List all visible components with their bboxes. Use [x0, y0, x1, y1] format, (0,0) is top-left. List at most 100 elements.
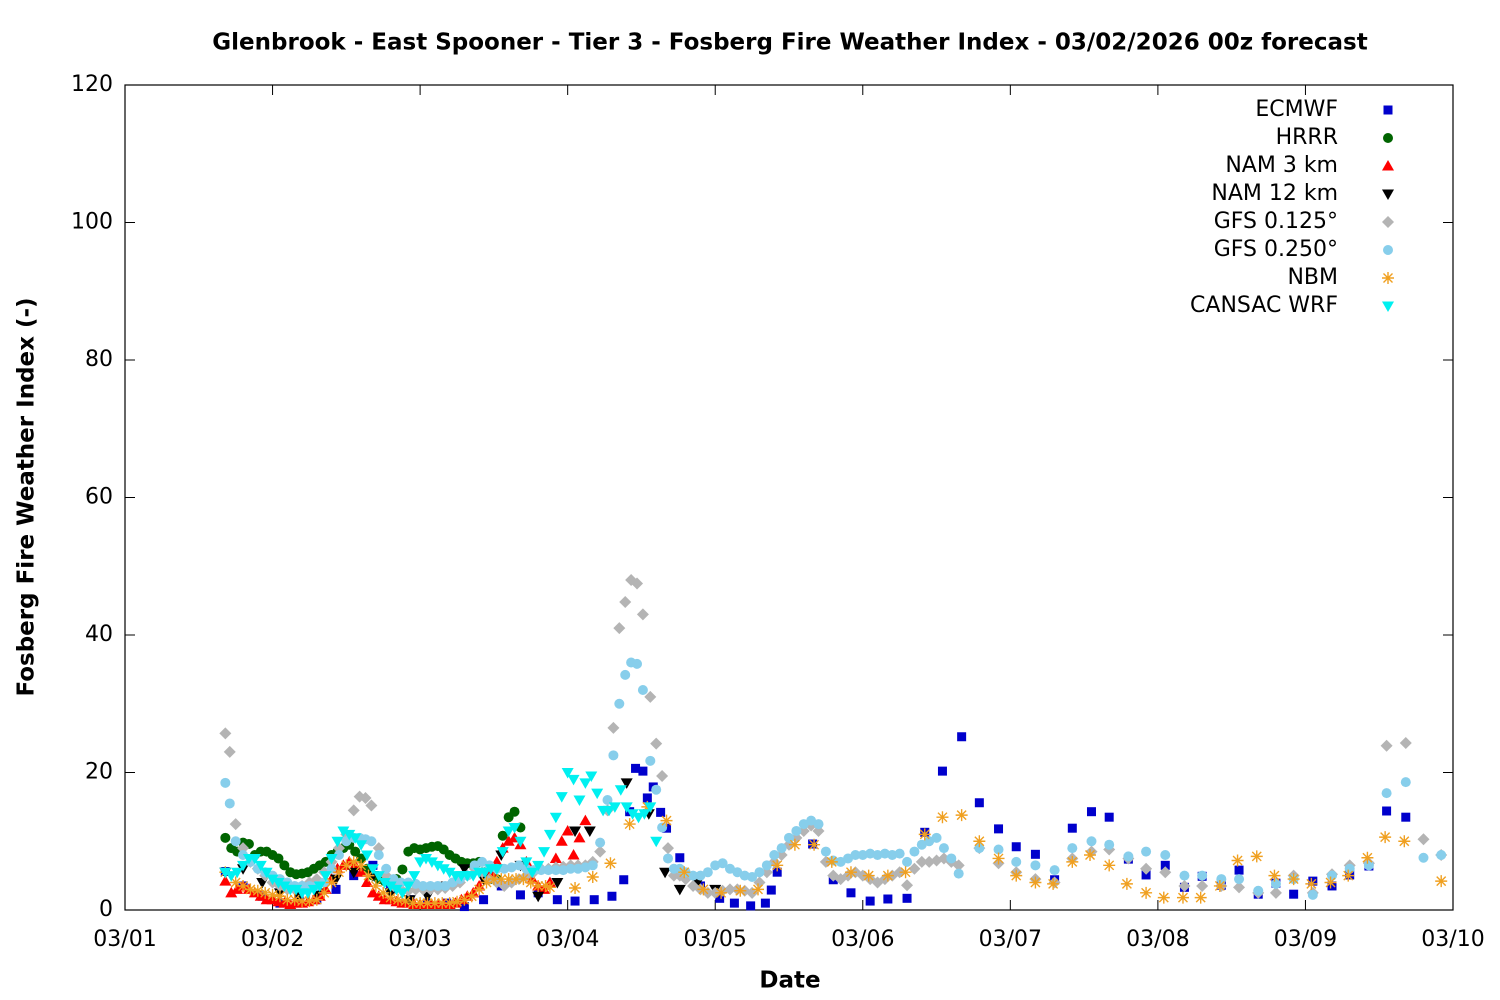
- data-point: [372, 890, 385, 901]
- data-point: [480, 876, 493, 889]
- data-point: [443, 897, 456, 910]
- data-point: [360, 850, 373, 861]
- data-point: [691, 878, 704, 889]
- data-point: [1342, 869, 1355, 882]
- data-point: [626, 809, 639, 820]
- data-point: [331, 884, 341, 894]
- data-point: [399, 895, 412, 908]
- data-point: [573, 795, 586, 806]
- data-point: [362, 869, 375, 882]
- data-point: [543, 865, 554, 876]
- x-tick-label: 03/01: [93, 927, 156, 952]
- data-point: [279, 860, 290, 871]
- data-point: [579, 778, 592, 789]
- data-point: [340, 859, 353, 872]
- data-point: [220, 777, 231, 788]
- data-point: [244, 883, 257, 896]
- x-tick-label: 03/03: [388, 927, 451, 952]
- data-point: [1104, 812, 1114, 822]
- data-point: [637, 685, 648, 695]
- data-point: [607, 891, 617, 901]
- data-point: [436, 897, 449, 910]
- data-point: [418, 880, 429, 891]
- data-point: [638, 766, 648, 776]
- y-tick-label: 40: [85, 622, 113, 647]
- legend-label: GFS 0.250°: [1214, 237, 1338, 262]
- data-point: [479, 867, 492, 879]
- data-point: [550, 865, 561, 876]
- data-point: [437, 864, 450, 875]
- data-point: [881, 869, 894, 882]
- data-point: [1400, 777, 1411, 788]
- data-point: [231, 867, 244, 879]
- data-point: [572, 863, 583, 874]
- data-point: [957, 732, 967, 742]
- data-point: [1123, 851, 1134, 862]
- data-point: [1327, 870, 1338, 881]
- data-point: [1382, 806, 1392, 816]
- data-point: [1086, 807, 1096, 817]
- data-point: [569, 882, 582, 894]
- data-point: [955, 809, 968, 822]
- data-point: [993, 844, 1004, 855]
- data-point: [1160, 850, 1171, 860]
- data-point: [663, 853, 674, 864]
- data-point: [1327, 881, 1337, 891]
- data-point: [656, 769, 669, 782]
- data-point: [650, 836, 663, 848]
- legend-label: HRRR: [1276, 125, 1338, 150]
- data-point: [813, 819, 824, 830]
- data-point: [1196, 879, 1209, 892]
- y-tick-label: 60: [85, 485, 113, 510]
- data-point: [1104, 839, 1115, 850]
- data-point: [974, 798, 984, 808]
- data-point: [660, 814, 673, 827]
- legend-marker: [1382, 301, 1394, 312]
- data-point: [608, 750, 619, 761]
- data-point: [1067, 823, 1077, 833]
- data-point: [583, 826, 596, 837]
- x-tick-label: 03/05: [684, 927, 747, 952]
- data-point: [1010, 869, 1023, 882]
- data-point: [620, 802, 633, 813]
- data-point: [223, 745, 236, 758]
- data-point: [715, 886, 728, 899]
- data-point: [532, 860, 545, 872]
- data-point: [313, 881, 326, 892]
- data-point: [1361, 851, 1374, 864]
- data-point: [355, 859, 368, 872]
- x-tick-label: 03/06: [831, 927, 894, 952]
- data-point: [697, 883, 710, 896]
- data-point: [937, 766, 947, 776]
- data-point: [1268, 869, 1281, 882]
- data-point: [946, 853, 957, 864]
- data-point: [776, 843, 787, 854]
- data-point: [1067, 843, 1078, 854]
- data-point: [414, 897, 427, 910]
- data-point: [1233, 881, 1246, 894]
- data-point: [428, 897, 441, 910]
- y-tick-label: 100: [71, 210, 113, 235]
- data-point: [325, 853, 338, 865]
- data-point: [1399, 736, 1412, 749]
- data-point: [1179, 870, 1190, 881]
- data-point: [589, 895, 599, 905]
- data-point: [585, 771, 598, 782]
- data-point: [451, 895, 463, 908]
- data-point: [594, 845, 607, 858]
- legend-label: CANSAC WRF: [1190, 293, 1338, 318]
- data-point: [607, 721, 620, 734]
- legend-label: ECMWF: [1255, 97, 1338, 122]
- data-point: [1234, 874, 1245, 885]
- data-point: [1084, 849, 1097, 861]
- data-point: [608, 802, 621, 813]
- data-point: [614, 698, 625, 709]
- data-point: [408, 871, 421, 882]
- data-point: [538, 883, 551, 894]
- data-point: [355, 866, 368, 877]
- data-point: [377, 886, 390, 899]
- series: [219, 574, 1448, 899]
- data-point: [887, 850, 898, 860]
- data-point: [1231, 854, 1244, 867]
- data-point: [543, 881, 556, 894]
